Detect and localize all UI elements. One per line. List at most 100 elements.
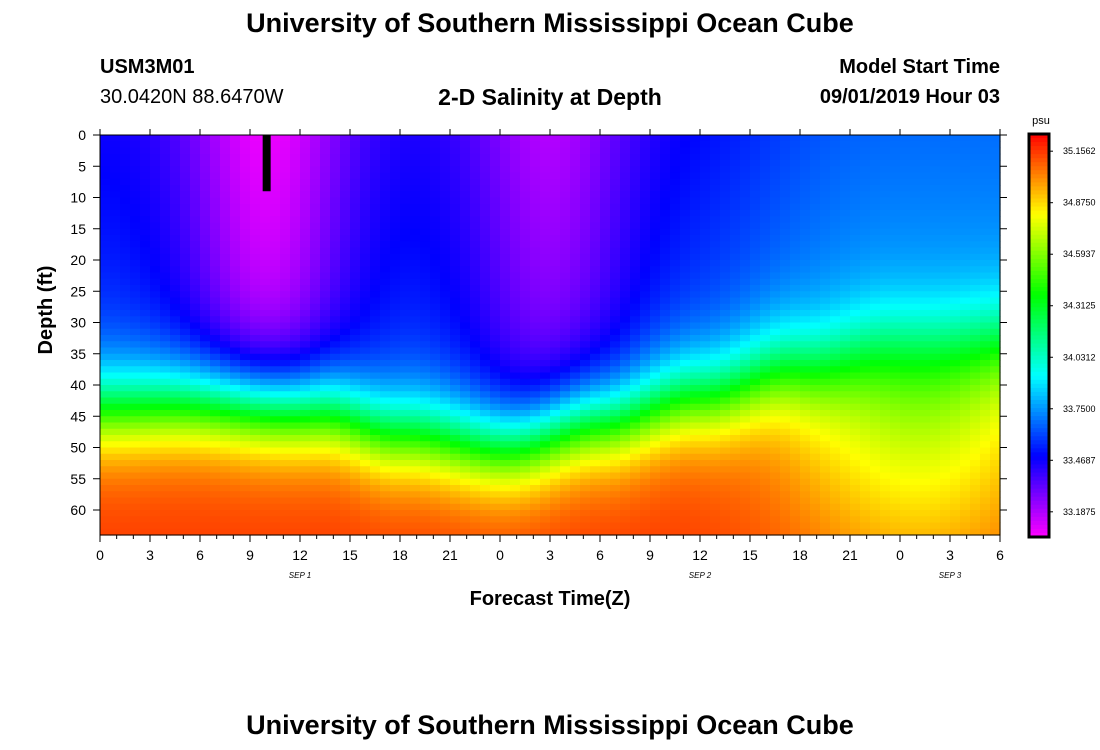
heatmap-cell	[370, 228, 381, 236]
heatmap-cell	[390, 297, 401, 305]
heatmap-cell	[860, 428, 871, 436]
heatmap-cell	[410, 335, 421, 342]
heatmap-cell	[810, 266, 821, 274]
heatmap-cell	[790, 397, 801, 405]
heatmap-cell	[320, 516, 331, 524]
heatmap-cell	[850, 135, 861, 142]
heatmap-cell	[760, 472, 771, 480]
heatmap-cell	[210, 472, 221, 480]
heatmap-cell	[410, 328, 421, 336]
heatmap-cell	[240, 203, 251, 211]
heatmap-cell	[720, 528, 731, 536]
heatmap-cell	[100, 366, 111, 374]
heatmap-cell	[180, 360, 191, 367]
heatmap-cell	[450, 272, 461, 280]
heatmap-cell	[330, 372, 341, 380]
heatmap-cell	[400, 366, 411, 374]
heatmap-cell	[580, 235, 591, 242]
heatmap-cell	[430, 397, 441, 405]
heatmap-cell	[310, 397, 321, 405]
heatmap-cell	[510, 353, 521, 361]
heatmap-cell	[860, 178, 871, 186]
heatmap-cell	[130, 147, 141, 155]
heatmap-cell	[620, 216, 631, 224]
heatmap-cell	[210, 266, 221, 274]
heatmap-cell	[160, 503, 171, 511]
heatmap-cell	[200, 516, 211, 524]
heatmap-cell	[250, 260, 261, 267]
heatmap-cell	[120, 253, 131, 261]
heatmap-cell	[440, 466, 451, 474]
heatmap-cell	[170, 310, 181, 317]
heatmap-cell	[360, 360, 371, 367]
heatmap-cell	[590, 141, 601, 149]
heatmap-cell	[690, 291, 701, 299]
heatmap-cell	[220, 385, 231, 392]
heatmap-cell	[820, 416, 831, 424]
heatmap-cell	[430, 403, 441, 411]
heatmap-cell	[330, 191, 341, 199]
heatmap-cell	[610, 472, 621, 480]
heatmap-cell	[360, 353, 371, 361]
heatmap-cell	[530, 385, 541, 392]
heatmap-cell	[110, 153, 121, 161]
heatmap-cell	[520, 497, 531, 505]
heatmap-cell	[110, 291, 121, 299]
heatmap-cell	[750, 278, 761, 286]
heatmap-cell	[490, 435, 501, 442]
heatmap-cell	[410, 197, 421, 205]
heatmap-cell	[490, 510, 501, 517]
heatmap-cell	[560, 285, 571, 292]
heatmap-cell	[730, 272, 741, 280]
heatmap-cell	[500, 447, 511, 455]
heatmap-cell	[760, 141, 771, 149]
heatmap-cell	[160, 235, 171, 242]
heatmap-cell	[530, 141, 541, 149]
heatmap-cell	[400, 160, 411, 167]
heatmap-cell	[290, 416, 301, 424]
heatmap-cell	[280, 335, 291, 342]
heatmap-cell	[860, 172, 871, 180]
heatmap-cell	[170, 516, 181, 524]
heatmap-cell	[790, 191, 801, 199]
heatmap-cell	[780, 447, 791, 455]
heatmap-cell	[190, 522, 201, 530]
heatmap-cell	[830, 435, 841, 442]
heatmap-cell	[500, 147, 511, 155]
heatmap-cell	[270, 397, 281, 405]
heatmap-cell	[760, 310, 771, 317]
heatmap-cell	[620, 185, 631, 192]
heatmap-cell	[760, 185, 771, 192]
heatmap-cell	[240, 210, 251, 217]
heatmap-cell	[770, 216, 781, 224]
heatmap-cell	[660, 466, 671, 474]
heatmap-cell	[640, 472, 651, 480]
heatmap-cell	[350, 441, 361, 449]
heatmap-cell	[680, 166, 691, 174]
heatmap-cell	[220, 141, 231, 149]
heatmap-cell	[750, 241, 761, 249]
heatmap-cell	[580, 160, 591, 167]
heatmap-cell	[440, 341, 451, 349]
heatmap-cell	[230, 428, 241, 436]
heatmap-cell	[520, 522, 531, 530]
heatmap-cell	[280, 341, 291, 349]
heatmap-cell	[260, 291, 271, 299]
heatmap-cell	[330, 441, 341, 449]
heatmap-cell	[140, 466, 151, 474]
heatmap-cell	[180, 410, 191, 417]
heatmap-cell	[830, 410, 841, 417]
heatmap-cell	[120, 335, 131, 342]
heatmap-cell	[320, 335, 331, 342]
heatmap-cell	[490, 266, 501, 274]
heatmap-cell	[650, 172, 661, 180]
heatmap-cell	[730, 235, 741, 242]
heatmap-cell	[420, 503, 431, 511]
heatmap-cell	[450, 322, 461, 330]
heatmap-cell	[380, 503, 391, 511]
heatmap-cell	[660, 516, 671, 524]
heatmap-cell	[520, 347, 531, 355]
heatmap-cell	[590, 278, 601, 286]
heatmap-cell	[160, 297, 171, 305]
heatmap-cell	[420, 491, 431, 499]
